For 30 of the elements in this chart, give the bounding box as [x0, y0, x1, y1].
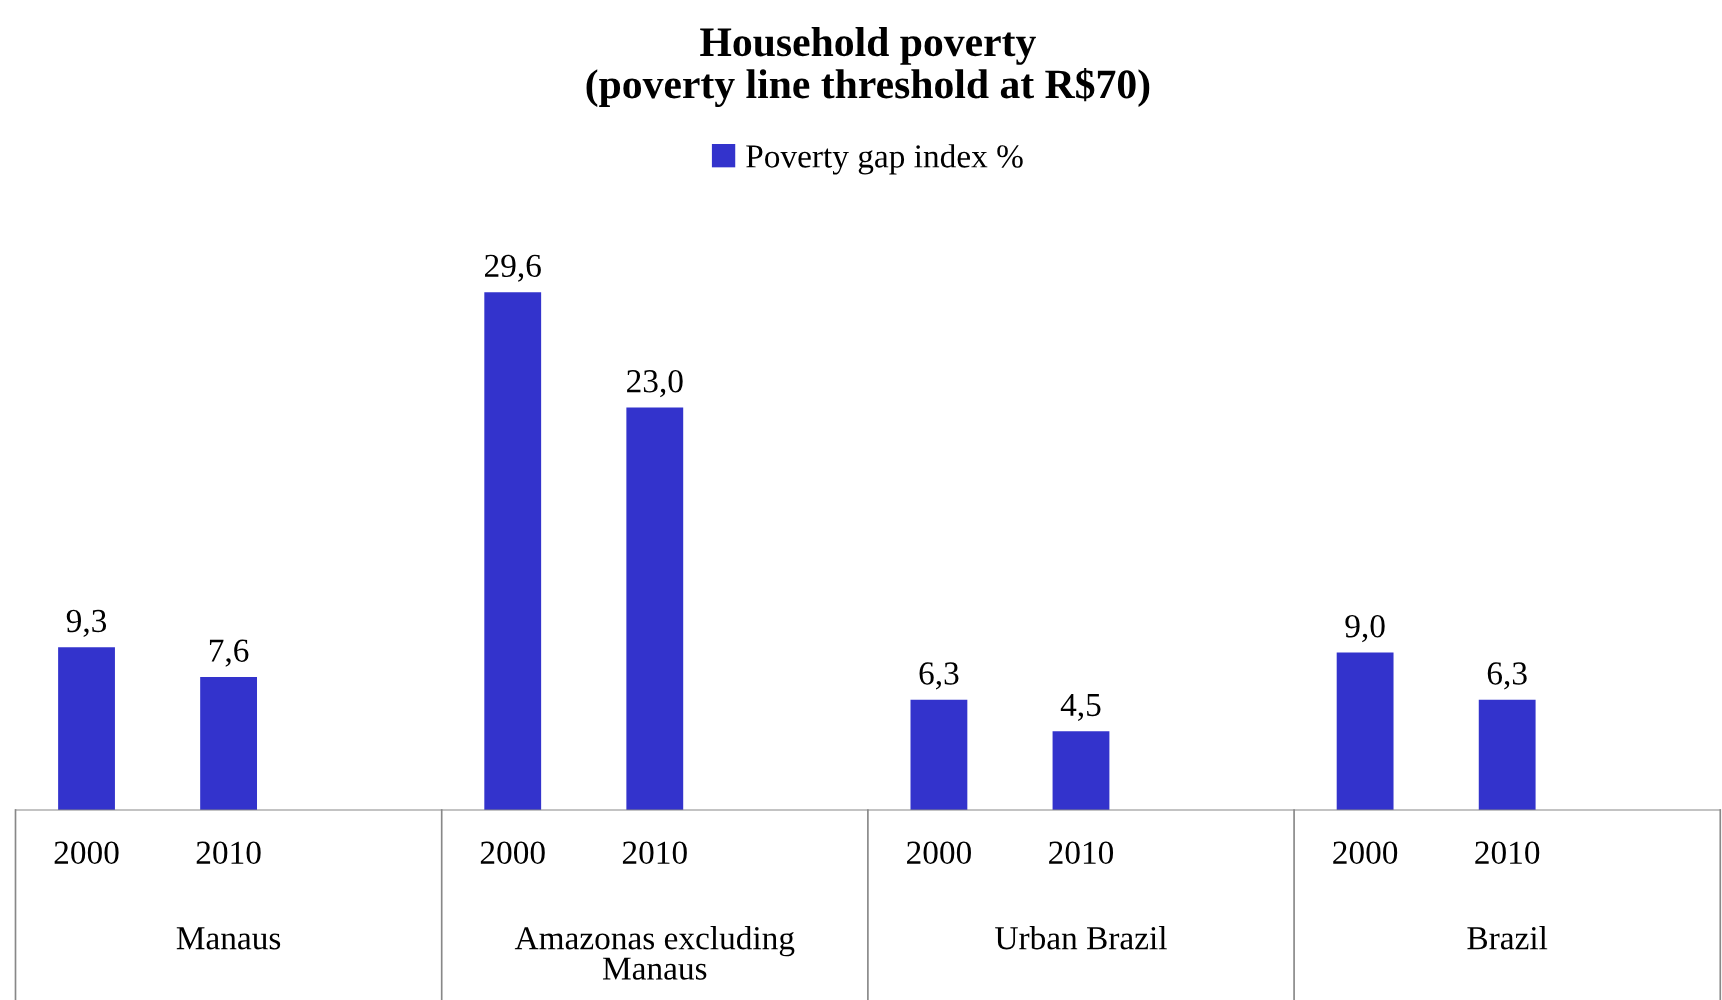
chart-title: Household poverty (poverty line threshold at R$70): [586, 26, 1150, 108]
bar: [1478, 699, 1536, 810]
data-label: 9,0: [1345, 614, 1385, 643]
text: Urban Brazil: [995, 926, 1167, 950]
x-tick-label: 2000: [480, 841, 545, 865]
bar: [1052, 731, 1110, 810]
data-label: 29,6: [485, 254, 541, 282]
text: Amazonas excluding Manaus: [514, 926, 795, 980]
data-label: 6,3: [1487, 662, 1527, 690]
bar: [484, 292, 542, 810]
bar: [626, 407, 684, 810]
x-tick-label: 2000: [54, 841, 119, 865]
x-tick-label: 2010: [622, 841, 687, 865]
bar: [200, 677, 258, 810]
x-tick-label: 2010: [1475, 841, 1540, 865]
data-label: 23,0: [627, 370, 683, 398]
x-tick-label: 2000: [1333, 841, 1398, 865]
data-label: 9,3: [66, 609, 107, 637]
bar: [910, 699, 968, 810]
text: Manaus: [176, 927, 281, 950]
x-tick-label: 2010: [196, 841, 261, 865]
text: Brazil: [1467, 926, 1548, 950]
x-tick-label: 2010: [1049, 841, 1114, 865]
data-label: 4,5: [1060, 693, 1101, 721]
bar: [58, 647, 115, 810]
x-tick-label: 2000: [907, 841, 971, 865]
legend-label: Poverty gap index %: [746, 144, 1023, 175]
data-label: 7,6: [209, 639, 249, 667]
data-label: 6,3: [919, 662, 959, 690]
bar: [1336, 652, 1394, 810]
